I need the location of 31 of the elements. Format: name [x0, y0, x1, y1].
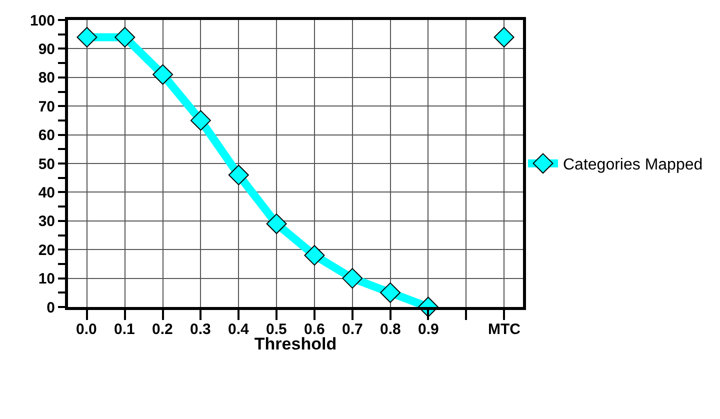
x-tick-label: 0.2 — [152, 321, 173, 338]
legend-label: Categories Mapped — [563, 156, 703, 174]
y-tick-label: 60 — [38, 127, 55, 144]
y-tick-label: 100 — [30, 12, 55, 30]
y-tick-label: 70 — [38, 98, 55, 116]
point — [190, 110, 211, 131]
x-tick-label: 0.7 — [342, 321, 363, 338]
x-tick-label: MTC — [488, 321, 521, 338]
x-tick-label: 0.0 — [76, 321, 97, 338]
x-tick-label: 0.8 — [380, 321, 401, 338]
x-tick-label: 0.4 — [228, 321, 250, 338]
y-tick-label: 40 — [38, 184, 55, 202]
point — [342, 268, 363, 289]
y-tick-label: 90 — [38, 40, 55, 58]
point — [494, 26, 514, 48]
y-tick-label: 50 — [38, 156, 55, 173]
point — [266, 214, 287, 234]
point — [380, 282, 401, 303]
y-tick-label: 0 — [46, 299, 55, 316]
point — [304, 245, 325, 266]
y-tick-label: 30 — [38, 213, 55, 230]
x-tick-label: 0.1 — [114, 321, 135, 338]
y-tick-label: 80 — [38, 70, 55, 87]
y-tick-label: 20 — [38, 242, 55, 259]
x-tick-label: 0.9 — [418, 321, 439, 338]
point — [228, 164, 249, 186]
x-tick-label: 0.3 — [190, 321, 211, 338]
point — [114, 26, 136, 48]
point — [152, 64, 174, 85]
y-tick-label: 10 — [38, 270, 55, 288]
point — [76, 26, 98, 48]
